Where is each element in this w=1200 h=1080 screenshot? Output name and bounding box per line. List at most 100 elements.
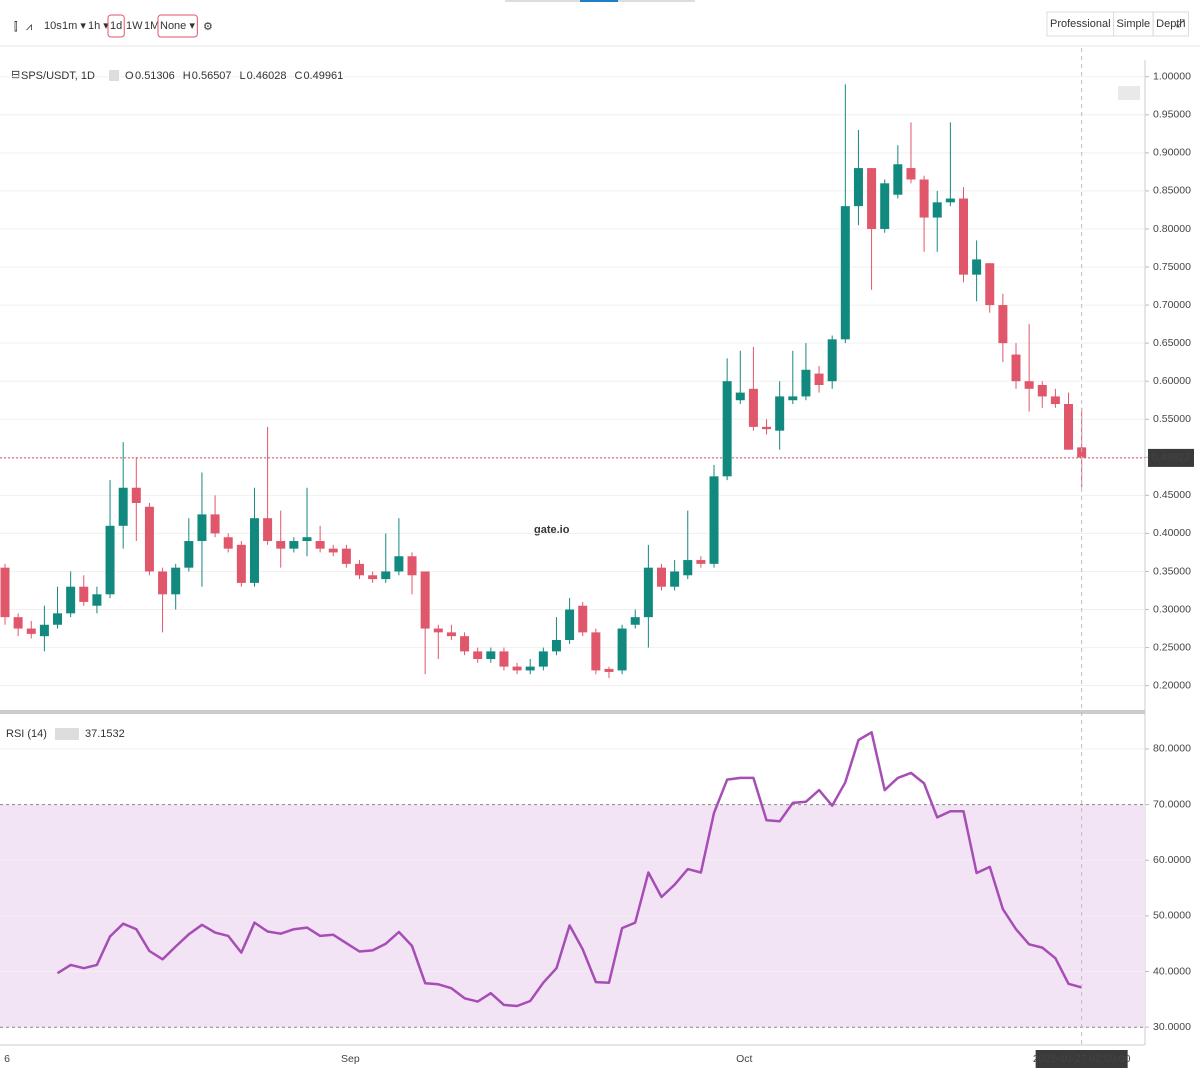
candle-body [446,632,456,637]
candle-body [657,567,666,587]
candle-body [893,164,903,195]
candle-body [131,487,141,503]
candle-body [79,586,89,602]
candle-body [486,651,496,660]
y-tick-label: 0.85000 [1153,185,1191,197]
collapse-icon[interactable]: ⊟ [11,69,20,81]
candle-body [919,179,929,218]
settings-icon[interactable]: ⚙ [203,21,213,33]
indicator-icon[interactable]: ⩘ [26,21,32,33]
candle-body [473,651,483,660]
candle-body [880,183,890,229]
view-tab-frame [1152,11,1190,37]
interval-button[interactable]: 10s [44,20,62,32]
candle-body [171,567,181,595]
candle-body [355,563,365,576]
ohlc-label: C [294,70,302,82]
candle-body [906,168,916,180]
candle-body [722,381,732,477]
candle-body [683,560,693,576]
interval-button[interactable]: 1M [144,20,159,32]
scale-buttons[interactable] [1118,86,1140,100]
candle-body [958,198,968,275]
candle-body [591,632,601,671]
candle-body [210,514,220,534]
y-tick-label: 0.60000 [1153,375,1191,387]
ohlc-label: L [240,70,246,82]
candle-body [670,571,680,587]
candle-body [788,396,798,401]
y-tick-label: 50.0000 [1153,910,1191,922]
ohlc-label: O [125,70,134,82]
y-tick-label: 80.0000 [1153,743,1191,755]
candle-body [394,556,404,572]
y-tick-label: 0.90000 [1153,147,1191,159]
candle-body [604,668,614,672]
candle-body [1077,447,1087,458]
ohlc-value: 0.51306 [135,70,175,82]
candle-body [1024,381,1034,389]
candle-body [630,617,640,625]
ohlc-value: 0.46028 [247,70,287,82]
interval-button[interactable]: 1m ▾ [62,20,86,32]
candle-body [13,617,23,629]
candle-body [92,594,102,606]
candle-body [827,339,837,382]
view-tab[interactable]: Depth [1156,18,1185,30]
candle-body [144,506,154,572]
y-tick-label: 0.55000 [1153,413,1191,425]
interval-button[interactable]: 1W [126,20,143,32]
x-tick-label: 6 [4,1053,10,1065]
y-tick-label: 60.0000 [1153,854,1191,866]
candle-body [538,651,548,667]
top-tab-active [580,0,618,2]
rsi-line [56,731,1083,1008]
y-tick-label: 0.30000 [1153,603,1191,615]
last-price-label: 0.49922 [1152,452,1190,464]
candle-body [998,305,1008,344]
candle-body [932,202,942,218]
y-tick-label: 40.0000 [1153,965,1191,977]
candle-body [223,537,233,549]
ohlc-value: 0.49961 [303,70,343,82]
candle-body [499,651,509,667]
candle-body [801,369,811,397]
header-icon [109,70,120,81]
y-tick-label: 0.65000 [1153,337,1191,349]
candle-body [696,560,706,564]
y-tick-label: 0.40000 [1153,527,1191,539]
fullscreen-icon[interactable]: ⤢ [1176,18,1185,30]
interval-button[interactable]: 1d [110,20,122,32]
candle-body [748,388,758,427]
candle-body [184,541,194,568]
candle-body [158,571,168,595]
candle-body [420,571,430,629]
rsi-value: 37.1532 [85,728,125,740]
y-tick-label: 0.25000 [1153,641,1191,653]
candle-body [814,373,824,385]
candle-body [512,666,522,671]
view-tab[interactable]: Simple [1117,18,1151,30]
candle-body [433,628,443,633]
candle-body [775,396,785,431]
y-tick-label: 30.0000 [1153,1021,1191,1033]
candle-body [289,541,299,549]
candle-body [853,168,863,207]
candle-body [249,518,259,583]
candle-body [26,628,36,634]
candle-body [1037,385,1047,397]
candle-body [840,206,850,340]
interval-button[interactable]: 1h ▾ [88,20,109,32]
interval-button-frame [107,14,125,38]
x-tick-label: Oct [736,1053,752,1065]
candle-body [302,537,312,542]
watermark: gate.io [534,524,570,536]
view-tab[interactable]: Professional [1050,18,1111,30]
candle-body [867,168,877,229]
candle-icon[interactable]: ⫿ [14,21,18,33]
candle-body [105,525,115,595]
candle-body [972,259,982,275]
interval-button[interactable]: None ▾ [160,20,195,32]
ohlc-label: H [183,70,191,82]
